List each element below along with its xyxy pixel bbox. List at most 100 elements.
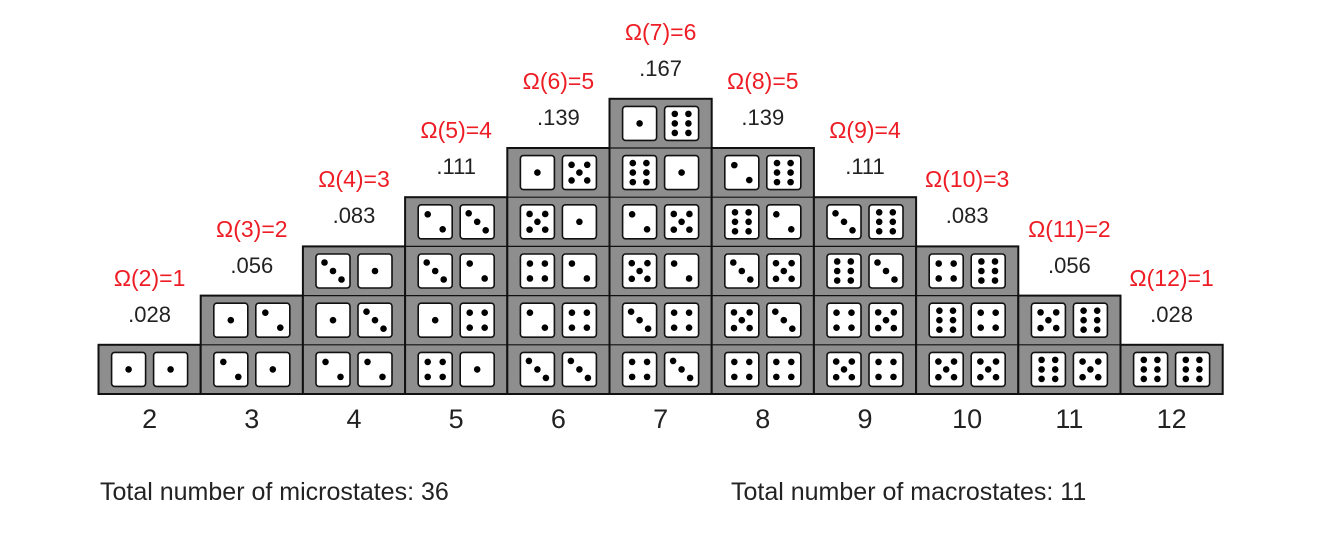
die-pip xyxy=(773,159,781,167)
die-pip xyxy=(465,210,473,217)
die-pip xyxy=(541,210,549,218)
die-left xyxy=(519,253,556,289)
die-pip xyxy=(991,258,999,265)
die-pip xyxy=(526,226,533,233)
die-pip xyxy=(466,260,474,267)
die-right xyxy=(765,253,802,289)
die-pip xyxy=(950,358,958,365)
die-pip xyxy=(833,277,841,284)
die-left xyxy=(1132,351,1169,388)
die-pip xyxy=(685,309,693,317)
sum-label-6: 6 xyxy=(550,404,566,434)
die-face xyxy=(663,253,700,289)
die-left xyxy=(417,302,454,339)
die-pip xyxy=(730,324,738,332)
die-pip xyxy=(992,324,999,331)
die-pip xyxy=(576,169,583,176)
die-pip xyxy=(833,324,840,331)
die-pip xyxy=(686,374,694,382)
die-right xyxy=(765,302,802,339)
die-left xyxy=(826,351,862,388)
die-left xyxy=(315,302,351,339)
die-face xyxy=(459,253,496,289)
die-pip xyxy=(628,211,636,218)
die-right xyxy=(561,253,598,289)
die-pip xyxy=(789,325,796,333)
die-pip xyxy=(526,260,534,267)
die-pip xyxy=(875,208,883,216)
die-right xyxy=(663,105,700,142)
die-pip xyxy=(745,228,752,235)
die-left xyxy=(723,253,760,289)
die-pip xyxy=(978,267,985,275)
die-pip xyxy=(874,309,882,316)
die-pip xyxy=(686,226,693,233)
die-pip xyxy=(669,357,677,365)
die-pip xyxy=(772,275,780,283)
die-pip xyxy=(847,277,855,284)
die-pip xyxy=(629,169,637,176)
die-pip xyxy=(788,275,795,283)
die-face xyxy=(723,351,760,388)
die-face xyxy=(765,154,802,191)
die-left xyxy=(519,351,556,388)
probability-label-9: .111 xyxy=(845,154,885,180)
die-pip xyxy=(882,316,890,324)
die-pip xyxy=(889,208,897,216)
die-pip xyxy=(424,373,432,381)
die-face xyxy=(970,253,1007,289)
die-pip xyxy=(1038,375,1045,383)
probability-label-11: .056 xyxy=(1047,252,1091,278)
die-right xyxy=(970,253,1007,289)
die-pip xyxy=(322,358,329,366)
die-right xyxy=(765,204,802,240)
die-face xyxy=(621,154,658,191)
die-face xyxy=(970,302,1007,339)
die-right xyxy=(357,253,393,289)
die-pip xyxy=(746,309,753,316)
die-pip xyxy=(730,309,738,316)
die-pip xyxy=(481,309,488,317)
die-pip xyxy=(787,159,794,167)
die-pip xyxy=(423,259,431,266)
die-pip xyxy=(269,366,277,373)
die-right xyxy=(868,204,904,240)
die-pip xyxy=(534,218,541,226)
die-face xyxy=(826,253,862,289)
die-face xyxy=(723,154,760,191)
die-left xyxy=(826,204,862,240)
die-left xyxy=(723,204,760,240)
die-pip xyxy=(629,178,637,186)
die-pip xyxy=(643,178,650,186)
sum-label-3: 3 xyxy=(244,404,260,434)
die-left xyxy=(826,302,862,339)
sum-label-11: 11 xyxy=(1055,404,1084,434)
die-pip xyxy=(670,260,678,267)
die-pip xyxy=(787,358,795,366)
die-pip xyxy=(1094,358,1102,365)
die-pip xyxy=(220,358,227,366)
die-pip xyxy=(440,276,448,283)
sum-label-2: 2 xyxy=(142,404,158,434)
die-left xyxy=(1030,351,1067,388)
die-left xyxy=(621,204,658,240)
die-pip xyxy=(1051,375,1059,383)
die-pip xyxy=(874,259,881,266)
die-pip xyxy=(1182,356,1190,364)
die-pip xyxy=(583,324,591,331)
die-pip xyxy=(629,159,637,167)
sum-label-12: 12 xyxy=(1156,404,1187,434)
die-right xyxy=(765,351,802,388)
die-pip xyxy=(1080,326,1087,334)
die-pip xyxy=(731,218,739,226)
probability-label-10: .083 xyxy=(945,203,989,229)
die-pip xyxy=(1079,358,1086,365)
die-face xyxy=(928,253,965,289)
sum-label-4: 4 xyxy=(346,404,362,434)
die-pip xyxy=(889,228,897,235)
die-left xyxy=(621,302,658,339)
die-pip xyxy=(643,225,651,233)
die-left xyxy=(519,302,556,339)
die-pip xyxy=(832,358,840,365)
die-pip xyxy=(890,324,898,332)
